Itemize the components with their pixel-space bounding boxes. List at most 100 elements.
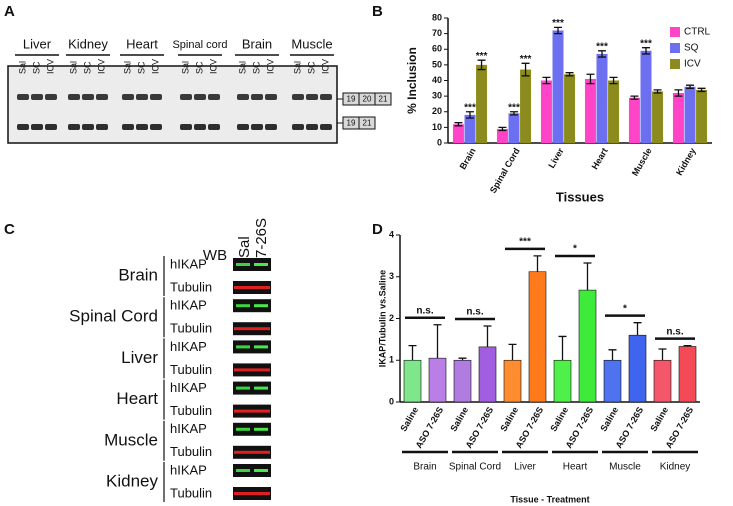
significance: ***	[552, 18, 564, 29]
lane-label: Sal	[237, 61, 247, 74]
bar	[608, 80, 620, 143]
blot-band	[236, 427, 250, 431]
protein-label: Tubulin	[170, 403, 212, 418]
blot	[233, 464, 271, 477]
exon-box	[374, 92, 392, 106]
blot-band	[236, 386, 250, 390]
group-label: Brain	[413, 462, 436, 473]
exon-label: 19	[347, 119, 356, 128]
bar	[628, 334, 647, 403]
gel-band	[237, 124, 249, 130]
significance: n.s.	[466, 307, 483, 318]
bar	[552, 30, 564, 143]
error-bar	[498, 126, 507, 132]
significance: n.s.	[416, 305, 433, 316]
bar	[640, 50, 652, 143]
y-tick-label: 1	[389, 355, 394, 365]
lane-label: SC	[194, 61, 204, 74]
significance: n.s.	[666, 326, 683, 337]
bar	[496, 128, 508, 143]
gel-band	[136, 94, 148, 100]
significance: *	[573, 244, 577, 255]
lane-label: SC	[251, 61, 261, 74]
gel-band	[45, 94, 57, 100]
gel-band	[265, 94, 277, 100]
lane-label: Sal	[122, 61, 132, 74]
protein-label: hIKAP	[170, 462, 207, 477]
y-tick-label: 3	[389, 271, 394, 281]
bar	[684, 86, 696, 143]
bar	[508, 113, 520, 143]
blot	[233, 258, 271, 271]
bar	[428, 357, 447, 403]
panel-letter: B	[372, 3, 383, 20]
gel-band	[122, 94, 134, 100]
blot-band	[234, 492, 270, 495]
significance: ***	[508, 102, 520, 113]
protein-label: hIKAP	[170, 298, 207, 313]
blot-band	[234, 327, 270, 331]
legend-swatch	[670, 43, 680, 53]
error-bar	[633, 322, 642, 336]
x-tick-label: Liver	[546, 146, 566, 170]
exon-label: 21	[363, 119, 372, 128]
lane-label: Sal	[180, 61, 190, 74]
x-tick-label: Saline	[548, 405, 570, 433]
y-tick-label: 50	[432, 59, 442, 69]
bar	[564, 74, 576, 143]
error-bar	[542, 76, 551, 85]
lane-label: ICV	[320, 59, 330, 74]
significance: ***	[520, 54, 532, 65]
panel-letter: A	[4, 3, 15, 20]
significance: ***	[519, 237, 531, 248]
error-bar	[454, 122, 463, 127]
group-label: Liver	[514, 462, 536, 473]
lane-label: SC	[306, 61, 316, 74]
blot-band	[254, 427, 268, 431]
gel-band	[31, 94, 43, 100]
y-tick-label: 0	[437, 137, 442, 147]
protein-label: hIKAP	[170, 421, 207, 436]
tissue-label: Brain	[118, 265, 158, 284]
tissue-label: Liver	[23, 36, 52, 51]
blot-band	[236, 304, 250, 308]
tissue-label: Heart	[116, 389, 158, 408]
blot-band	[236, 345, 250, 349]
group-label: Kidney	[660, 462, 691, 473]
error-bar	[483, 325, 492, 347]
lane-label: ICV	[150, 59, 160, 74]
exon-label: 20	[363, 95, 372, 104]
gel-band	[292, 124, 304, 130]
error-bar	[609, 76, 618, 85]
error-bar	[510, 111, 518, 116]
gel-band	[306, 94, 318, 100]
gel-band	[150, 94, 162, 100]
bar	[553, 359, 572, 403]
blot-band	[254, 469, 268, 472]
x-axis-title: Tissue - Treatment	[510, 494, 589, 504]
x-tick-label: Saline	[598, 405, 620, 433]
blot-band	[254, 304, 268, 308]
bar	[503, 359, 522, 403]
significance: ***	[476, 51, 488, 62]
bar	[653, 359, 672, 403]
legend-swatch	[670, 27, 680, 37]
blot	[233, 381, 271, 395]
bar	[540, 80, 552, 143]
tissue-label: Kidney	[106, 471, 158, 490]
gel-band	[208, 124, 220, 130]
protein-label: Tubulin	[170, 444, 212, 459]
tissue-label: Spinal cord	[172, 39, 227, 51]
bar	[453, 359, 472, 403]
tissue-label: Kidney	[68, 36, 108, 51]
exon-label: 19	[347, 95, 356, 104]
error-bar	[658, 348, 667, 361]
error-bar	[630, 95, 639, 100]
blot-band	[234, 286, 270, 289]
blot	[233, 422, 271, 436]
gel-band	[96, 124, 108, 130]
error-bar	[683, 344, 692, 347]
x-tick-label: Heart	[590, 146, 610, 171]
error-bar	[674, 89, 683, 97]
